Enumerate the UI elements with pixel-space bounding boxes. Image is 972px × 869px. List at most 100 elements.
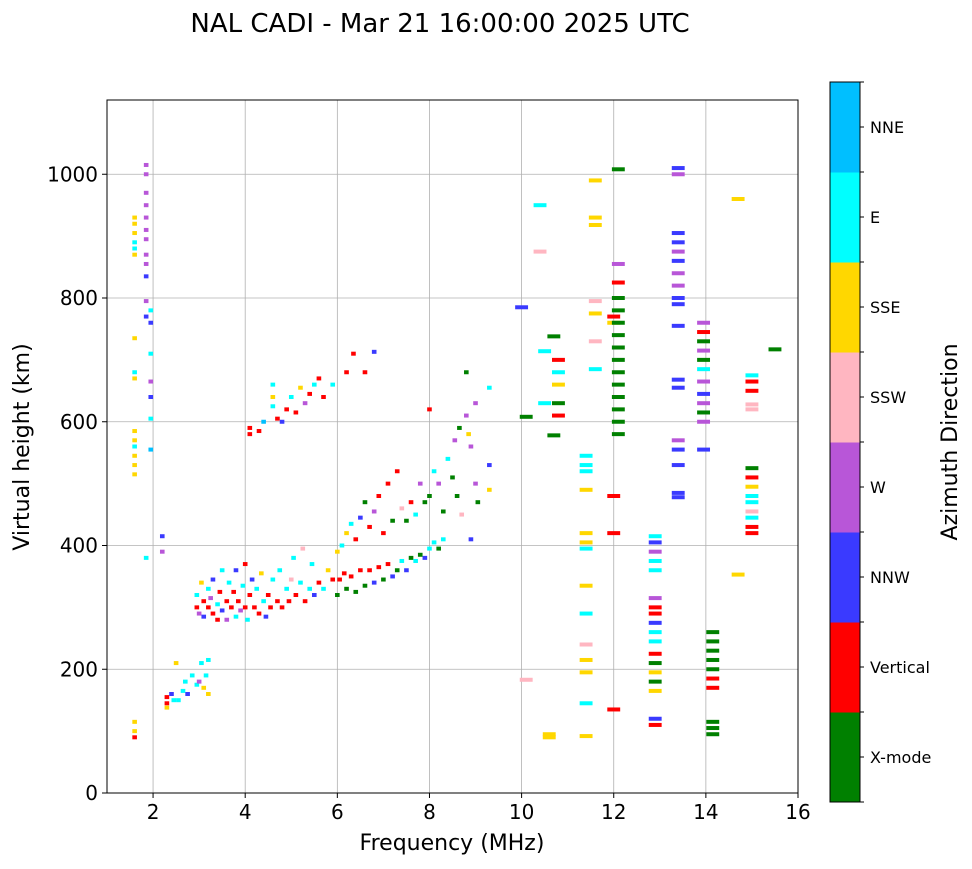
colorbar-label-x-mode: X-mode xyxy=(870,748,931,767)
data-point-sse xyxy=(132,231,137,236)
data-point-x-mode xyxy=(611,382,625,387)
data-point-e xyxy=(132,444,137,449)
data-point-e xyxy=(291,555,296,560)
data-point-x-mode xyxy=(706,657,720,662)
data-point-x-mode xyxy=(611,333,625,338)
data-point-nnw xyxy=(487,463,492,468)
data-point-nnw xyxy=(671,231,685,236)
data-point-sse xyxy=(542,732,556,737)
y-tick-label: 800 xyxy=(60,286,98,310)
colorbar-segment-vertical xyxy=(830,622,860,713)
data-point-vertical xyxy=(385,562,391,567)
data-point-nne xyxy=(148,447,154,452)
data-point-nnw xyxy=(185,692,190,696)
data-point-vertical xyxy=(362,370,368,375)
data-point-sse xyxy=(648,670,662,675)
data-point-e xyxy=(254,586,260,591)
data-point-x-mode xyxy=(768,347,782,352)
data-point-w xyxy=(143,203,149,208)
data-point-vertical xyxy=(265,593,271,597)
data-point-vertical xyxy=(611,280,625,285)
data-point-vertical xyxy=(224,599,230,604)
y-tick-label: 0 xyxy=(85,781,98,805)
data-point-nnw xyxy=(279,419,285,424)
data-point-x-mode xyxy=(706,732,720,737)
colorbar-segment-nnw xyxy=(830,532,860,623)
data-point-e xyxy=(270,382,276,387)
data-point-x-mode xyxy=(697,339,711,344)
data-point-x-mode xyxy=(648,661,662,666)
data-point-nnw xyxy=(697,391,711,396)
data-point-nnw xyxy=(648,716,662,721)
data-point-vertical xyxy=(351,351,356,356)
data-point-x-mode xyxy=(611,296,625,300)
data-point-vertical xyxy=(648,611,662,616)
data-point-vertical xyxy=(286,599,292,604)
data-point-w xyxy=(143,227,149,232)
data-point-sse xyxy=(731,197,745,201)
data-point-e xyxy=(240,583,246,588)
data-point-e xyxy=(579,701,593,706)
data-point-sse xyxy=(132,729,137,734)
data-point-e xyxy=(339,543,345,548)
data-point-nnw xyxy=(422,555,428,560)
data-point-x-mode xyxy=(547,334,561,339)
data-point-e xyxy=(579,453,593,458)
data-point-w xyxy=(143,215,149,220)
data-point-e xyxy=(440,537,446,542)
data-point-x-mode xyxy=(427,494,432,498)
data-point-vertical xyxy=(256,611,262,616)
data-point-vertical xyxy=(697,330,711,335)
data-point-nnw xyxy=(648,620,662,625)
data-point-vertical xyxy=(607,531,621,536)
data-point-w xyxy=(671,438,685,443)
data-point-vertical xyxy=(268,605,273,610)
data-point-vertical xyxy=(348,574,354,579)
data-point-e xyxy=(648,534,662,539)
data-point-sse xyxy=(579,583,593,588)
data-point-vertical xyxy=(242,562,248,567)
data-point-vertical xyxy=(206,605,211,610)
data-point-w xyxy=(671,283,685,288)
data-point-ssw xyxy=(745,509,759,514)
data-point-vertical xyxy=(330,577,336,582)
data-point-vertical xyxy=(321,395,326,399)
data-point-vertical xyxy=(381,531,386,536)
data-point-e xyxy=(206,657,211,662)
data-point-vertical xyxy=(607,707,621,712)
data-point-w xyxy=(417,481,423,486)
data-point-vertical xyxy=(217,589,223,594)
data-point-vertical xyxy=(745,379,759,384)
data-point-sse xyxy=(132,453,137,458)
data-point-sse xyxy=(579,657,593,662)
data-point-vertical xyxy=(279,605,285,610)
data-point-x-mode xyxy=(611,308,625,313)
data-point-nnw xyxy=(143,314,149,319)
data-point-sse xyxy=(588,311,602,316)
grid-lines xyxy=(107,100,799,794)
data-point-nnw xyxy=(671,258,685,263)
data-point-vertical xyxy=(302,599,308,604)
x-tick-label: 12 xyxy=(601,800,626,824)
data-point-ssw xyxy=(399,506,405,511)
data-point-x-mode xyxy=(417,552,423,557)
data-point-e xyxy=(321,586,326,591)
data-point-e xyxy=(148,351,154,356)
data-point-sse xyxy=(731,572,745,577)
data-point-vertical xyxy=(284,407,289,412)
colorbar: X-mode Vertical NNW W SSW SSE E NNE xyxy=(829,81,931,803)
data-point-vertical xyxy=(353,537,359,542)
data-point-nnw xyxy=(515,305,529,310)
y-tick-label: 400 xyxy=(60,534,98,558)
data-point-sse xyxy=(579,670,593,675)
data-point-x-mode xyxy=(611,167,625,172)
x-tick-label: 10 xyxy=(509,800,534,824)
data-point-x-mode xyxy=(745,466,759,471)
data-point-vertical xyxy=(552,413,565,418)
data-point-sse xyxy=(588,222,602,227)
data-point-e xyxy=(431,540,437,545)
data-point-w xyxy=(143,237,149,242)
x-tick-label: 16 xyxy=(785,800,810,824)
data-point-sse xyxy=(648,688,662,693)
